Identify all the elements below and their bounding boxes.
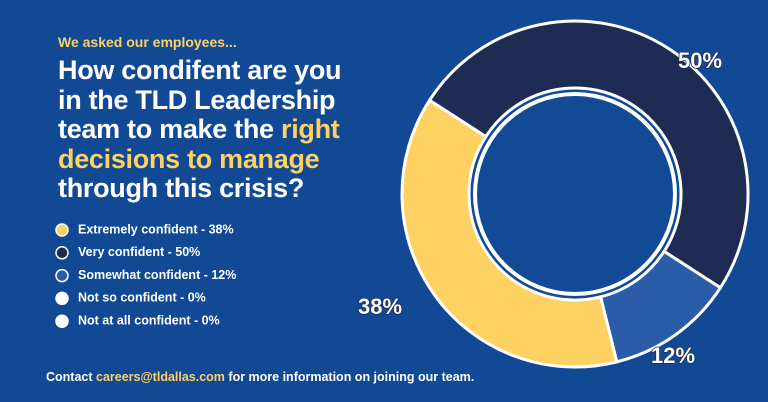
- donut-segment: [400, 98, 619, 369]
- legend-marker: [55, 223, 69, 237]
- legend-label: Somewhat confident - 12%: [78, 268, 236, 282]
- legend-label: Not so confident - 0%: [78, 291, 206, 305]
- donut-segment: [427, 19, 750, 290]
- footer: Contact careers@tldallas.com for more in…: [46, 370, 474, 384]
- inner-ring: [473, 92, 677, 296]
- title-line: team to make the: [58, 114, 281, 144]
- footer-text: Contact: [46, 370, 96, 384]
- title-highlight: decisions to manage: [58, 143, 320, 174]
- legend-label: Extremely confident - 38%: [78, 222, 234, 236]
- footer-email: careers@tldallas.com: [96, 370, 225, 384]
- data-label: 50%: [678, 48, 722, 73]
- legend-label: Not at all confident - 0%: [78, 313, 220, 327]
- data-label: 12%: [651, 343, 695, 368]
- data-label: 38%: [358, 294, 402, 319]
- title-line: How condifent are you: [58, 55, 342, 85]
- kicker: We asked our employees...: [58, 34, 237, 50]
- legend-marker: [55, 291, 69, 306]
- donut-segment: [598, 249, 723, 364]
- title-line: through this crisis?: [58, 173, 305, 203]
- legend-marker: [55, 268, 69, 283]
- title: How condifent are you in the TLD Leaders…: [58, 55, 342, 204]
- legend-marker: [55, 246, 69, 260]
- title-line: in the TLD Leadership: [58, 84, 336, 115]
- legend-label: Very confident - 50%: [78, 245, 200, 259]
- legend-marker: [55, 314, 69, 328]
- title-highlight: right: [280, 114, 340, 144]
- footer-text: for more information on joining our team…: [224, 370, 475, 384]
